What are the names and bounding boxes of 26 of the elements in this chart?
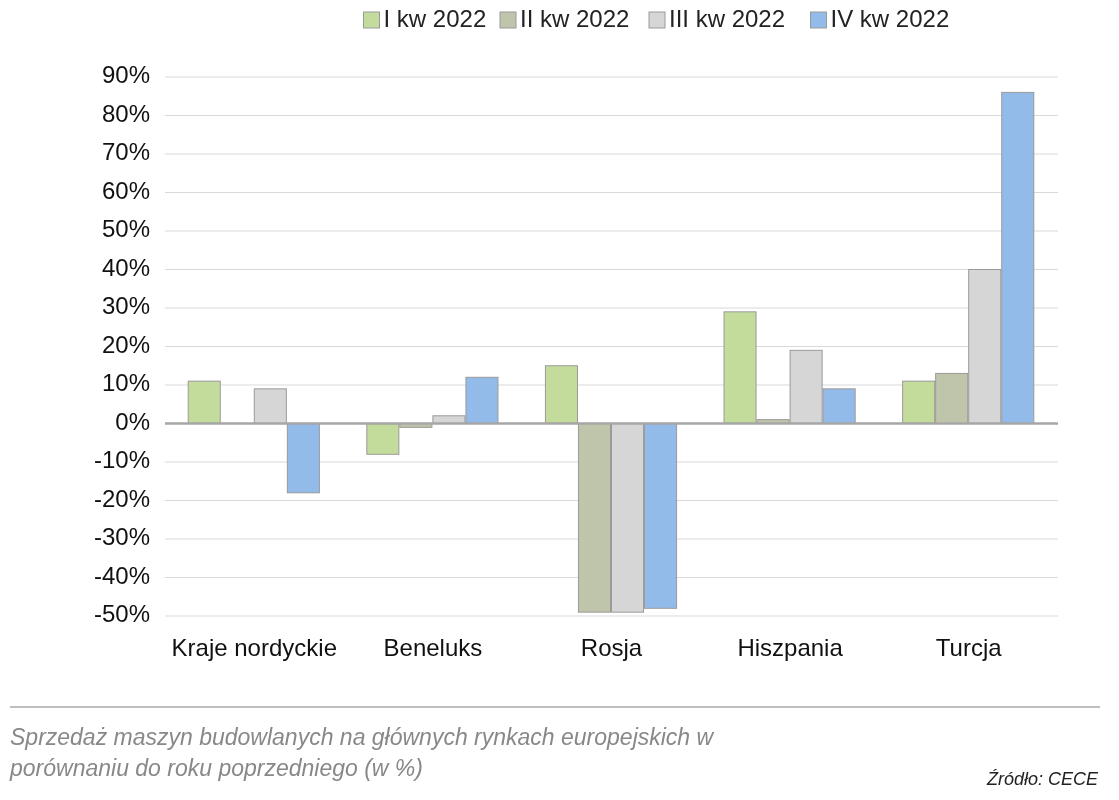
legend-label: I kw 2022	[383, 5, 487, 33]
text: Źródło: CECE	[985, 769, 1099, 789]
y-tick-label: 50%	[101, 215, 150, 243]
y-tick-label: 80%	[101, 99, 150, 127]
x-tick-label: Beneluks	[383, 634, 483, 662]
legend-label: III kw 2022	[669, 5, 786, 33]
y-tick-label: 60%	[101, 176, 150, 204]
text: Sprzedaż maszyn budowlanych na głównych rynkach europejskich w porównaniu do roku poprzedniego (w %)	[9, 724, 715, 781]
legend-label: II kw 2022	[520, 5, 630, 33]
y-tick-label: -20%	[93, 484, 150, 512]
y-tick-label: 10%	[101, 369, 150, 397]
y-tick-label: -40%	[93, 561, 150, 589]
y-tick-label: 30%	[101, 292, 150, 320]
legend-label: IV kw 2022	[830, 5, 950, 33]
x-tick-label: Kraje nordyckie	[171, 634, 338, 662]
y-tick-label: 20%	[101, 330, 150, 358]
y-tick-label: -50%	[93, 600, 150, 628]
y-tick-label: 70%	[101, 138, 150, 166]
y-tick-label: -30%	[93, 523, 150, 551]
y-tick-label: 90%	[101, 61, 150, 89]
x-tick-label: Rosja	[580, 634, 643, 662]
y-tick-label: 40%	[101, 253, 150, 281]
x-tick-label: Turcja	[935, 634, 1003, 662]
x-tick-label: Hiszpania	[737, 634, 844, 662]
y-tick-label: -10%	[93, 446, 150, 474]
y-tick-label: 0%	[115, 407, 150, 435]
